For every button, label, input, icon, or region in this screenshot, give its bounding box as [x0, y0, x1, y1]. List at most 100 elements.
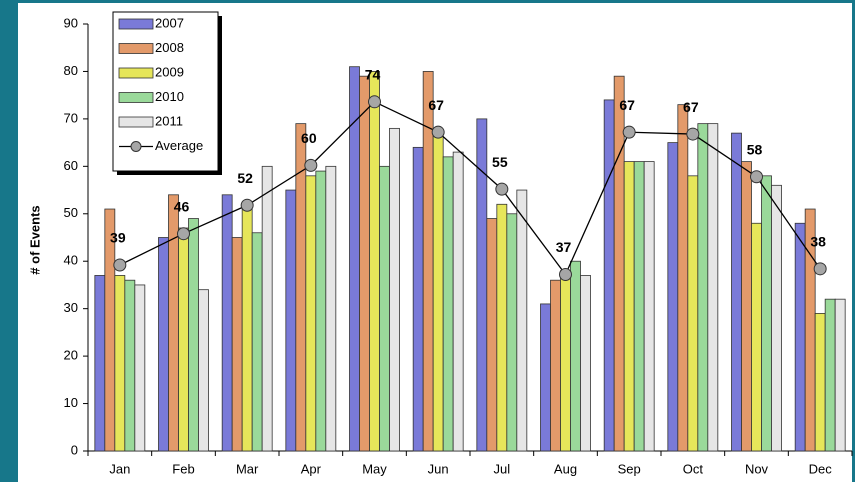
bar: [94, 275, 106, 452]
average-marker: [495, 182, 509, 196]
bar: [771, 184, 782, 452]
bar: [452, 151, 464, 452]
bar: [761, 175, 772, 452]
bar: [349, 66, 360, 452]
legend-label: Average: [155, 138, 203, 153]
legend-label: 2007: [155, 15, 184, 30]
y-tick-label: 70: [64, 110, 78, 125]
bar: [794, 222, 806, 452]
legend: [112, 11, 219, 172]
bar: [550, 279, 561, 452]
bar: [677, 104, 689, 452]
bar: [198, 289, 209, 452]
x-tick-label: Mar: [236, 461, 259, 476]
average-marker: [622, 125, 636, 139]
bar: [168, 194, 179, 452]
x-tick-label: Sep: [618, 461, 641, 476]
average-marker: [813, 262, 827, 276]
bar: [241, 208, 253, 452]
bar: [741, 161, 752, 452]
x-tick-label: Jun: [428, 461, 449, 476]
bar: [315, 170, 327, 452]
bar: [707, 123, 719, 452]
bar: [158, 237, 169, 452]
data-label: 67: [683, 99, 699, 115]
y-tick-label: 40: [64, 253, 78, 268]
bar: [613, 75, 625, 452]
bar: [824, 298, 836, 452]
legend-swatch: [118, 67, 154, 79]
x-tick-label: May: [362, 461, 387, 476]
bar: [560, 270, 571, 452]
y-tick-label: 80: [64, 63, 78, 78]
legend-label: 2009: [155, 64, 184, 79]
bar: [295, 123, 307, 452]
data-label: 55: [492, 154, 508, 170]
bar: [643, 161, 655, 452]
legend-marker: [130, 141, 142, 152]
bar: [506, 213, 518, 452]
average-marker: [240, 198, 254, 212]
x-tick-label: Feb: [172, 461, 194, 476]
bar: [188, 218, 199, 452]
x-tick-label: Oct: [683, 461, 704, 476]
bar: [751, 222, 762, 452]
bar: [305, 175, 317, 452]
bar: [496, 203, 508, 452]
legend-swatch: [118, 18, 154, 30]
bar: [570, 260, 581, 452]
y-tick-label: 10: [64, 395, 78, 410]
legend-swatch: [118, 43, 154, 54]
bar: [369, 71, 380, 452]
data-label: 60: [301, 130, 317, 146]
bar: [231, 237, 243, 452]
legend-swatch: [118, 92, 154, 103]
bar: [814, 313, 826, 452]
bar: [633, 161, 645, 452]
bar: [516, 189, 528, 452]
bar: [687, 175, 699, 452]
bar: [834, 298, 846, 452]
average-marker: [686, 127, 700, 141]
y-axis-label: # of Events: [27, 205, 42, 274]
bar: [697, 123, 709, 452]
legend-label: 2010: [155, 89, 184, 104]
legend-swatch: [118, 116, 154, 128]
x-tick-label: Nov: [745, 461, 769, 476]
data-label: 74: [365, 67, 381, 83]
bar: [359, 75, 370, 452]
bar: [124, 279, 136, 452]
average-marker: [431, 125, 445, 139]
data-label: 39: [110, 230, 126, 246]
average-marker: [750, 170, 763, 184]
y-tick-label: 30: [64, 300, 78, 315]
y-tick-label: 90: [64, 15, 78, 30]
data-label: 67: [428, 97, 444, 113]
bar: [379, 165, 390, 452]
data-label: 37: [556, 239, 572, 255]
bar: [412, 146, 424, 452]
data-label: 38: [810, 234, 826, 250]
bar: [261, 165, 273, 452]
y-tick-label: 60: [64, 158, 78, 173]
bar: [389, 127, 400, 452]
bar: [580, 275, 591, 452]
x-tick-label: Aug: [554, 461, 577, 476]
data-label: 52: [237, 170, 253, 186]
bar: [442, 156, 454, 452]
bar: [623, 161, 635, 452]
x-tick-label: Jan: [109, 461, 130, 476]
y-tick-label: 0: [71, 442, 78, 457]
x-tick-label: Apr: [301, 461, 322, 476]
bar: [221, 194, 233, 452]
bar: [134, 284, 146, 452]
legend-label: 2008: [155, 40, 184, 55]
data-label: 46: [174, 198, 190, 214]
average-marker: [304, 158, 318, 172]
bar: [486, 218, 498, 452]
average-marker: [559, 268, 572, 282]
bar: [432, 132, 444, 452]
bar: [603, 99, 615, 452]
y-tick-label: 50: [64, 205, 78, 220]
